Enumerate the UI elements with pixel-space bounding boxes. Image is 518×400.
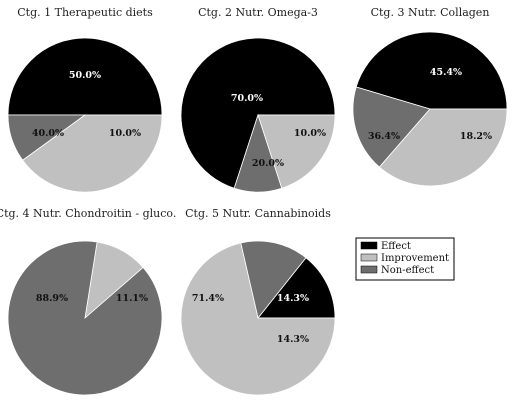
legend-swatch-improvement bbox=[360, 253, 378, 262]
pie-1-slice-improvement bbox=[22, 114, 163, 193]
pie-2-label-improvement: 20.0% bbox=[252, 158, 284, 169]
legend-label-improvement: Improvement bbox=[381, 253, 449, 264]
legend: Effect Improvement Non-effect bbox=[355, 237, 455, 281]
pie-4-label-non-effect: 88.9% bbox=[36, 293, 68, 304]
pie-chart-2: Ctg. 2 Nutr. Omega-3 70.0% 10.0% 20.0% bbox=[180, 6, 336, 193]
pie-2-slice-effect bbox=[180, 37, 336, 189]
pie-5-slice-effect bbox=[257, 257, 336, 319]
pie-2-slice-improvement bbox=[257, 114, 336, 189]
pie-1-slice-effect bbox=[7, 37, 163, 116]
pie-5-label-non-effect: 14.3% bbox=[277, 334, 309, 345]
pie-3-slice-effect bbox=[355, 31, 508, 110]
pie-2-label-effect: 70.0% bbox=[231, 93, 263, 104]
pie-3-label-improvement: 36.4% bbox=[368, 131, 400, 142]
pie-5-label-effect: 14.3% bbox=[277, 293, 309, 304]
pie-1-label-non-effect: 10.0% bbox=[109, 128, 141, 139]
pie-chart-4-title: Ctg. 4 Nutr. Chondroitin - gluco. bbox=[0, 207, 176, 220]
legend-label-non-effect: Non-effect bbox=[381, 265, 434, 276]
pie-3-slice-improvement bbox=[378, 108, 508, 187]
pie-3-slice-non-effect bbox=[352, 86, 431, 168]
pie-4-label-improvement: 11.1% bbox=[116, 293, 148, 304]
pie-chart-2-title: Ctg. 2 Nutr. Omega-3 bbox=[198, 6, 318, 19]
pie-4-slice-non-effect bbox=[7, 240, 163, 396]
pie-chart-5: Ctg. 5 Nutr. Cannabinoids 14.3% 14.3% 71.4% bbox=[180, 207, 336, 396]
pie-chart-3: Ctg. 3 Nutr. Collagen 45.4% 18.2% 36.4% bbox=[352, 6, 508, 187]
pie-chart-5-title: Ctg. 5 Nutr. Cannabinoids bbox=[185, 207, 331, 220]
pie-5-slice-non-effect bbox=[240, 240, 307, 319]
pie-1-label-improvement: 40.0% bbox=[32, 128, 64, 139]
pie-chart-1-title: Ctg. 1 Therapeutic diets bbox=[17, 6, 153, 19]
pie-3-label-non-effect: 18.2% bbox=[460, 131, 492, 142]
legend-label-effect: Effect bbox=[381, 241, 411, 252]
pie-1-label-effect: 50.0% bbox=[69, 70, 101, 81]
pie-chart-3-title: Ctg. 3 Nutr. Collagen bbox=[371, 6, 490, 19]
pie-3-label-effect: 45.4% bbox=[430, 67, 462, 78]
legend-swatch-non-effect bbox=[360, 265, 378, 274]
legend-swatch-effect bbox=[360, 241, 378, 250]
pie-5-label-improvement: 71.4% bbox=[192, 293, 224, 304]
pie-2-label-non-effect: 10.0% bbox=[294, 128, 326, 139]
pie-chart-4: Ctg. 4 Nutr. Chondroitin - gluco. 11.1% 88… bbox=[0, 207, 176, 396]
pie-chart-1: Ctg. 1 Therapeutic diets 50.0% 10.0% 40.0% bbox=[7, 6, 163, 193]
pie-5-slice-improvement bbox=[180, 242, 336, 396]
